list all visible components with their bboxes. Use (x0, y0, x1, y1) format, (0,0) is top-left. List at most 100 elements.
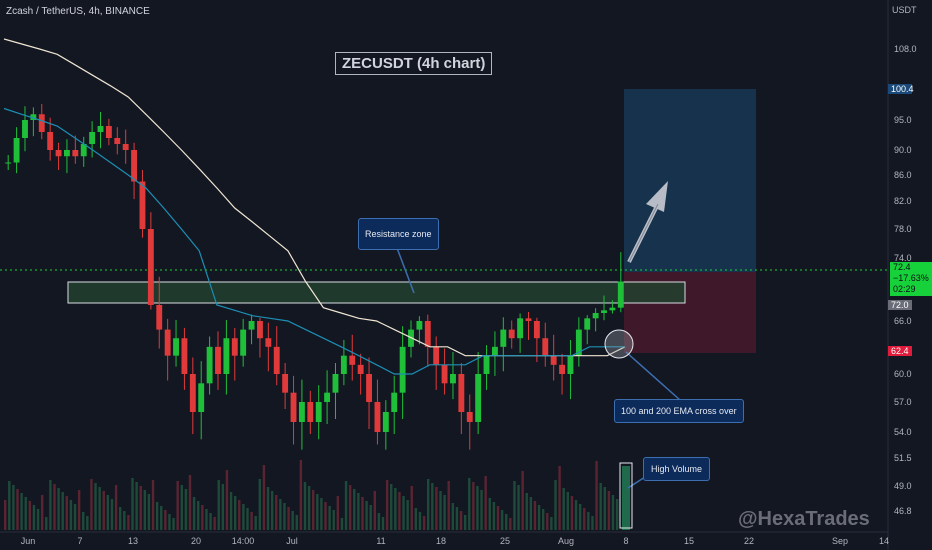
volume-bar (106, 495, 110, 530)
candle (433, 336, 440, 390)
price-tick-label: 46.8 (894, 506, 912, 516)
candle (5, 155, 12, 170)
time-axis[interactable]: Jun 7 13 20 14:00 Jul 11 18 25 Aug 8 15 22 Sep 14 (0, 531, 889, 546)
candle (13, 127, 20, 174)
volume-bar (168, 514, 171, 530)
candle (131, 142, 138, 200)
high-volume-bar (622, 466, 630, 530)
volume-bar (611, 495, 615, 530)
high-volume-callout: High Volume (643, 457, 711, 481)
candle (391, 375, 398, 435)
candle (164, 318, 171, 381)
volume-bar (390, 484, 393, 530)
volume-bar (155, 502, 159, 530)
volume-bar (361, 497, 364, 530)
volume-bar (369, 505, 372, 530)
time-tick-label: 15 (684, 536, 694, 546)
candle (248, 314, 255, 345)
volume-bar (118, 507, 122, 530)
ema-100-line (3, 107, 625, 375)
volume-bar (123, 511, 126, 530)
target-arrow (627, 181, 668, 263)
volume-bar (583, 508, 586, 530)
volume-bar (541, 509, 545, 530)
volume-bar (348, 485, 352, 530)
volume-bar (147, 494, 151, 530)
candle (223, 319, 230, 395)
candle (315, 385, 322, 440)
volume-bar (439, 491, 442, 530)
volume-bar (295, 515, 298, 530)
candle (139, 170, 146, 238)
price-tick-label: 74.0 (894, 253, 912, 263)
candle (357, 353, 364, 395)
volume-bar (525, 493, 528, 530)
volume-bar (307, 486, 311, 530)
candle (38, 103, 45, 140)
volume-bar (517, 485, 520, 530)
volume-bar (233, 496, 237, 530)
volume-bar (73, 504, 77, 530)
candle (592, 308, 599, 332)
candle (349, 334, 356, 381)
ema-cross-callout: 100 and 200 EMA cross over (614, 399, 744, 423)
volume-bar (201, 505, 204, 530)
volume-bar (192, 497, 196, 530)
volume-bar (229, 492, 233, 530)
candle (491, 331, 498, 376)
volume-bar (197, 501, 200, 530)
resistance-zone (67, 281, 686, 304)
candle (282, 363, 289, 409)
candle (215, 331, 221, 390)
volume-bar (459, 511, 463, 530)
candle (114, 127, 121, 155)
time-tick-label: Jun (21, 536, 36, 546)
volume-bar (431, 483, 434, 530)
current-price-tag: 72.4 −17.63% 02:29 (890, 262, 932, 296)
candle (483, 345, 490, 390)
price-tick-label: 90.0 (894, 145, 912, 155)
candle (64, 139, 70, 174)
candle (265, 322, 272, 372)
volume-bar (98, 487, 101, 530)
volume-bar (570, 496, 574, 530)
volume-bar (603, 487, 606, 530)
volume-bar (90, 479, 93, 530)
current-price: 72.4 (893, 262, 911, 272)
currency-label: USDT (892, 5, 917, 15)
volume-bar (332, 510, 335, 530)
price-tick-label: 51.5 (894, 453, 912, 463)
time-tick-label: 18 (436, 536, 446, 546)
price-axis[interactable]: 108.0 95.0 90.0 86.0 82.0 78.0 74.0 66.0 60.0 57.… (887, 0, 917, 550)
volume-bar (472, 482, 475, 530)
candle (97, 111, 104, 149)
volume-bar (275, 495, 278, 530)
volume-bar (172, 518, 175, 530)
volume-bar (578, 504, 582, 530)
volume-bar (533, 501, 537, 530)
candle (466, 394, 473, 450)
volume-bar (82, 512, 85, 530)
time-tick-label: 25 (500, 536, 510, 546)
volume-bar (246, 508, 249, 530)
annotations (393, 181, 681, 529)
volume-bar (566, 492, 570, 530)
candles (5, 103, 624, 450)
candle (206, 336, 213, 395)
volume-highlight (619, 462, 633, 529)
volume-bar (529, 497, 533, 530)
volume-bar (414, 508, 418, 530)
candle (567, 339, 574, 400)
candle (231, 327, 238, 381)
candle (399, 326, 406, 419)
time-tick-label: 8 (623, 536, 628, 546)
volume-bar (455, 507, 459, 530)
volume-bar (587, 512, 590, 530)
volume-bar (546, 513, 549, 530)
candle (500, 317, 507, 372)
volume-bar (513, 481, 516, 530)
volume-bar (151, 480, 155, 530)
volume-bar (139, 486, 142, 530)
price-tick-label: 95.0 (894, 115, 912, 125)
